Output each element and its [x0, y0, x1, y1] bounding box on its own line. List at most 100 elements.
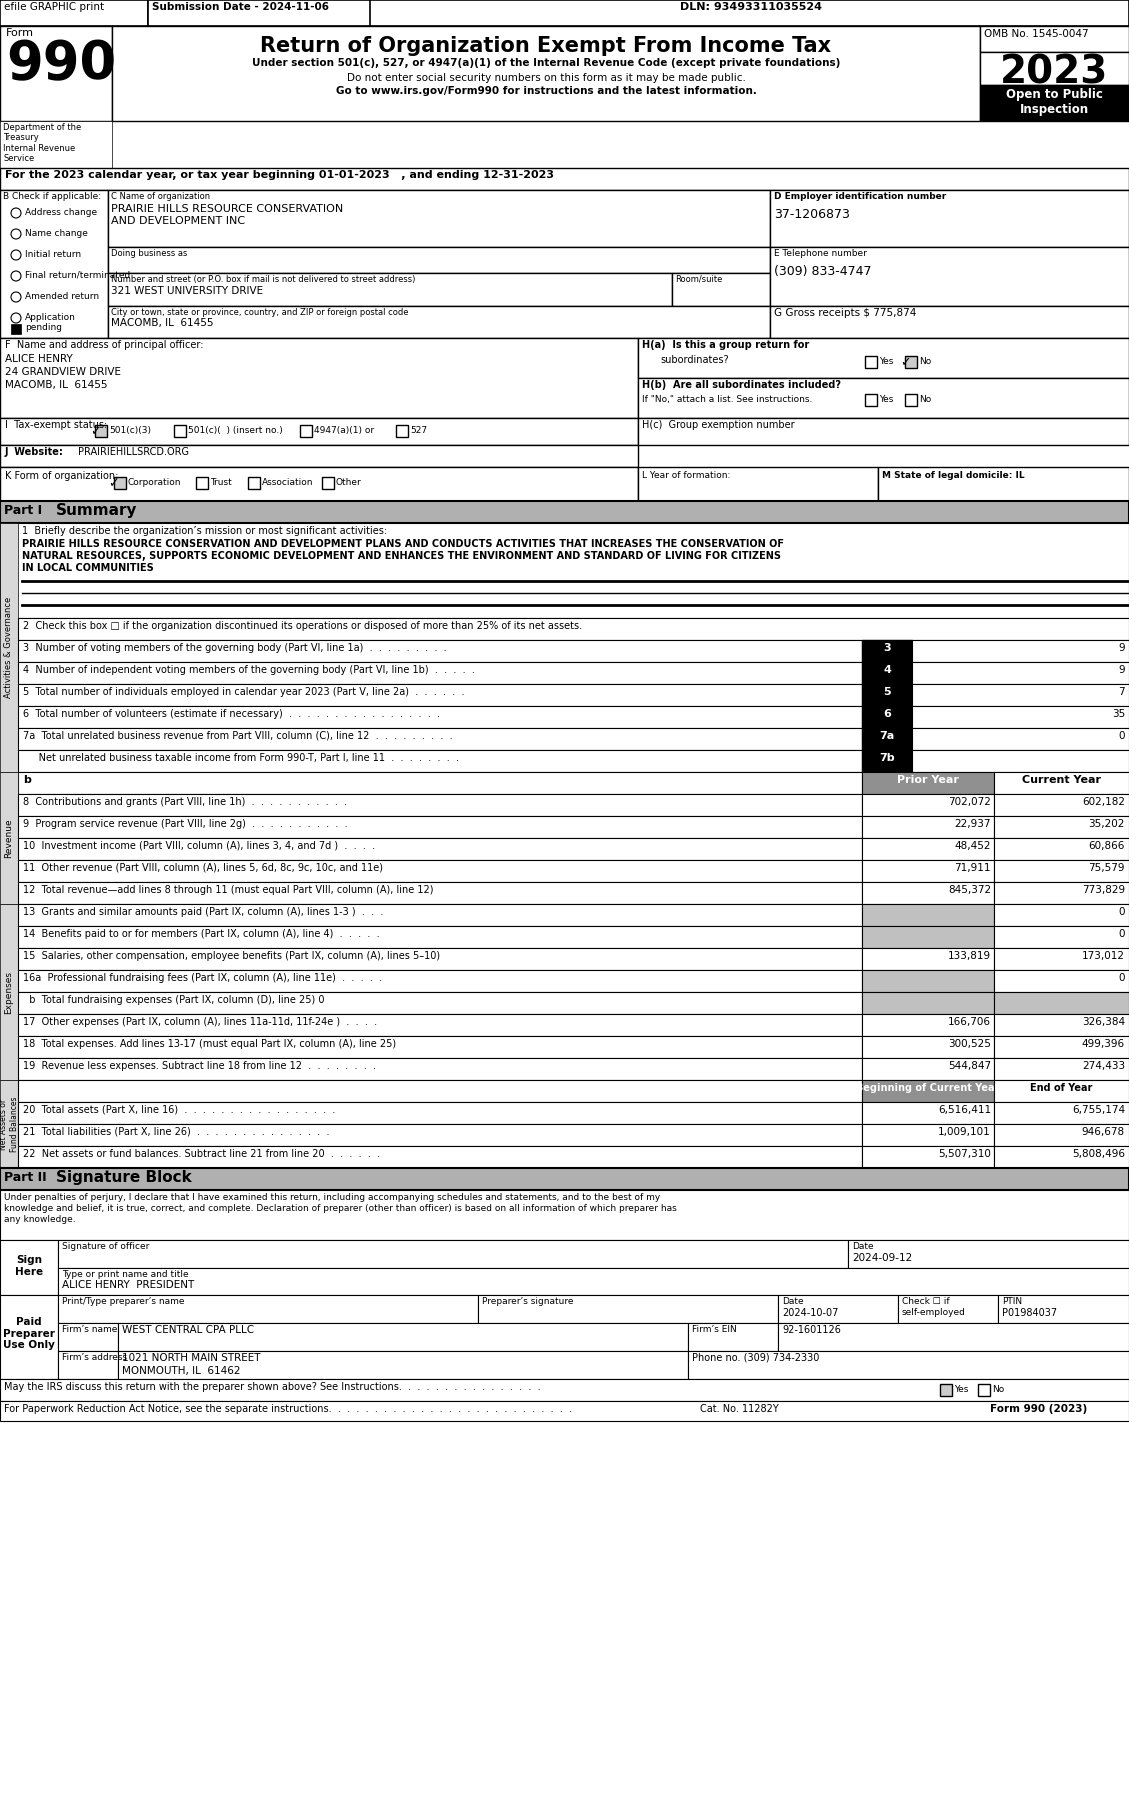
Bar [248, 478, 260, 488]
Bar [778, 1296, 898, 1323]
Text: 4  Number of independent voting members of the governing body (Part VI, line 1b): 4 Number of independent voting members o… [23, 665, 475, 676]
Text: 22,937: 22,937 [954, 818, 991, 829]
Bar [0, 25, 112, 121]
Bar [0, 168, 1129, 189]
Bar [863, 969, 994, 991]
Text: 16a  Professional fundraising fees (Part IX, column (A), line 11e)  .  .  .  .  : 16a Professional fundraising fees (Part … [23, 973, 382, 984]
Bar [863, 640, 912, 661]
Bar [18, 926, 863, 948]
Bar [18, 1124, 863, 1146]
Text: PRAIRIE HILLS RESOURCE CONSERVATION
AND DEVELOPMENT INC: PRAIRIE HILLS RESOURCE CONSERVATION AND … [111, 204, 343, 225]
Bar [18, 728, 863, 750]
Circle shape [11, 207, 21, 218]
Bar [0, 1400, 1129, 1422]
Bar [863, 1124, 994, 1146]
Bar [848, 1240, 1129, 1269]
Bar [998, 1296, 1129, 1323]
Text: 9  Program service revenue (Part VIII, line 2g)  .  .  .  .  .  .  .  .  .  .  .: 9 Program service revenue (Part VIII, li… [23, 818, 348, 829]
Text: WEST CENTRAL CPA PLLC: WEST CENTRAL CPA PLLC [122, 1324, 254, 1335]
Text: 5  Total number of individuals employed in calendar year 2023 (Part V, line 2a) : 5 Total number of individuals employed i… [23, 687, 464, 697]
Bar [638, 418, 1129, 445]
Bar [863, 661, 912, 685]
Bar [863, 860, 994, 881]
Text: Date: Date [782, 1297, 804, 1306]
Bar [994, 816, 1129, 838]
Text: b: b [23, 775, 30, 786]
Text: Yes: Yes [879, 395, 893, 404]
Bar [878, 467, 1129, 501]
Text: City or town, state or province, country, and ZIP or foreign postal code: City or town, state or province, country… [111, 308, 409, 317]
Text: No: No [919, 395, 931, 404]
Bar [863, 750, 912, 771]
Text: efile GRAPHIC print: efile GRAPHIC print [5, 2, 104, 13]
Text: 17  Other expenses (Part IX, column (A), lines 11a-11d, 11f-24e )  .  .  .  .: 17 Other expenses (Part IX, column (A), … [23, 1016, 377, 1027]
Bar [18, 905, 863, 926]
Text: Corporation: Corporation [128, 478, 182, 487]
Text: 2  Check this box □ if the organization discontinued its operations or disposed : 2 Check this box □ if the organization d… [23, 622, 583, 631]
Text: 702,072: 702,072 [948, 796, 991, 807]
Text: 1021 NORTH MAIN STREET: 1021 NORTH MAIN STREET [122, 1353, 261, 1362]
Text: 166,706: 166,706 [948, 1016, 991, 1027]
Text: 773,829: 773,829 [1082, 885, 1124, 896]
Text: Return of Organization Exempt From Income Tax: Return of Organization Exempt From Incom… [261, 36, 832, 56]
Text: 10  Investment income (Part VIII, column (A), lines 3, 4, and 7d )  .  .  .  .: 10 Investment income (Part VIII, column … [23, 842, 375, 851]
Bar [18, 1036, 863, 1058]
Text: 7b: 7b [879, 753, 895, 762]
Text: Room/suite: Room/suite [675, 276, 723, 285]
Text: 2024-10-07: 2024-10-07 [782, 1308, 839, 1317]
Text: D Employer identification number: D Employer identification number [774, 193, 946, 202]
Bar [0, 1079, 18, 1168]
Text: Submission Date - 2024-11-06: Submission Date - 2024-11-06 [152, 2, 329, 13]
Text: G Gross receipts $ 775,874: G Gross receipts $ 775,874 [774, 308, 917, 317]
Text: PTIN: PTIN [1003, 1297, 1022, 1306]
Text: any knowledge.: any knowledge. [5, 1215, 76, 1224]
Text: Form: Form [6, 29, 34, 38]
Text: 173,012: 173,012 [1082, 951, 1124, 960]
Bar [905, 395, 917, 405]
Bar [863, 1079, 994, 1103]
Text: Firm’s address: Firm’s address [62, 1353, 128, 1362]
Text: For the 2023 calendar year, or tax year beginning 01-01-2023   , and ending 12-3: For the 2023 calendar year, or tax year … [5, 169, 554, 180]
Bar [994, 1124, 1129, 1146]
Text: 7: 7 [1119, 687, 1124, 697]
Bar [863, 838, 994, 860]
Bar [18, 860, 863, 881]
Text: 544,847: 544,847 [948, 1061, 991, 1070]
Text: PRAIRIEHILLSRCD.ORG: PRAIRIEHILLSRCD.ORG [78, 447, 189, 458]
Bar [18, 706, 863, 728]
Bar [980, 25, 1129, 52]
Bar [108, 247, 770, 272]
Text: ✓: ✓ [900, 357, 910, 369]
Bar [912, 728, 1129, 750]
Bar [18, 881, 863, 905]
Text: Signature Block: Signature Block [56, 1169, 192, 1186]
Bar [994, 991, 1129, 1015]
Text: End of Year: End of Year [1030, 1083, 1092, 1094]
Bar [770, 306, 1129, 339]
Text: Net unrelated business taxable income from Form 990-T, Part I, line 11  .  .  . : Net unrelated business taxable income fr… [23, 753, 460, 762]
Text: Net Assets or
Fund Balances: Net Assets or Fund Balances [0, 1096, 19, 1151]
Bar [863, 1146, 994, 1168]
Text: 499,396: 499,396 [1082, 1040, 1124, 1049]
Bar [994, 948, 1129, 969]
Text: Activities & Governance: Activities & Governance [5, 596, 14, 697]
Text: b  Total fundraising expenses (Part IX, column (D), line 25) 0: b Total fundraising expenses (Part IX, c… [23, 995, 324, 1006]
Text: 602,182: 602,182 [1082, 796, 1124, 807]
Text: Current Year: Current Year [1022, 775, 1101, 786]
Text: 990: 990 [6, 38, 116, 90]
Bar [18, 1146, 863, 1168]
Text: Do not enter social security numbers on this form as it may be made public.: Do not enter social security numbers on … [347, 74, 745, 83]
Bar [0, 1168, 1129, 1189]
Text: Under penalties of perjury, I declare that I have examined this return, includin: Under penalties of perjury, I declare th… [5, 1193, 660, 1202]
Bar [898, 1296, 998, 1323]
Bar [396, 425, 408, 438]
Text: Trust: Trust [210, 478, 231, 487]
Text: H(b)  Are all subordinates included?: H(b) Are all subordinates included? [642, 380, 841, 389]
Text: 501(c)(3): 501(c)(3) [110, 425, 151, 434]
Text: (309) 833-4747: (309) 833-4747 [774, 265, 872, 278]
Text: Paid
Preparer
Use Only: Paid Preparer Use Only [3, 1317, 55, 1350]
Bar [994, 1146, 1129, 1168]
Bar [994, 1036, 1129, 1058]
Text: 501(c)(  ) (insert no.): 501(c)( ) (insert no.) [189, 425, 282, 434]
Text: Print/Type preparer’s name: Print/Type preparer’s name [62, 1297, 184, 1306]
